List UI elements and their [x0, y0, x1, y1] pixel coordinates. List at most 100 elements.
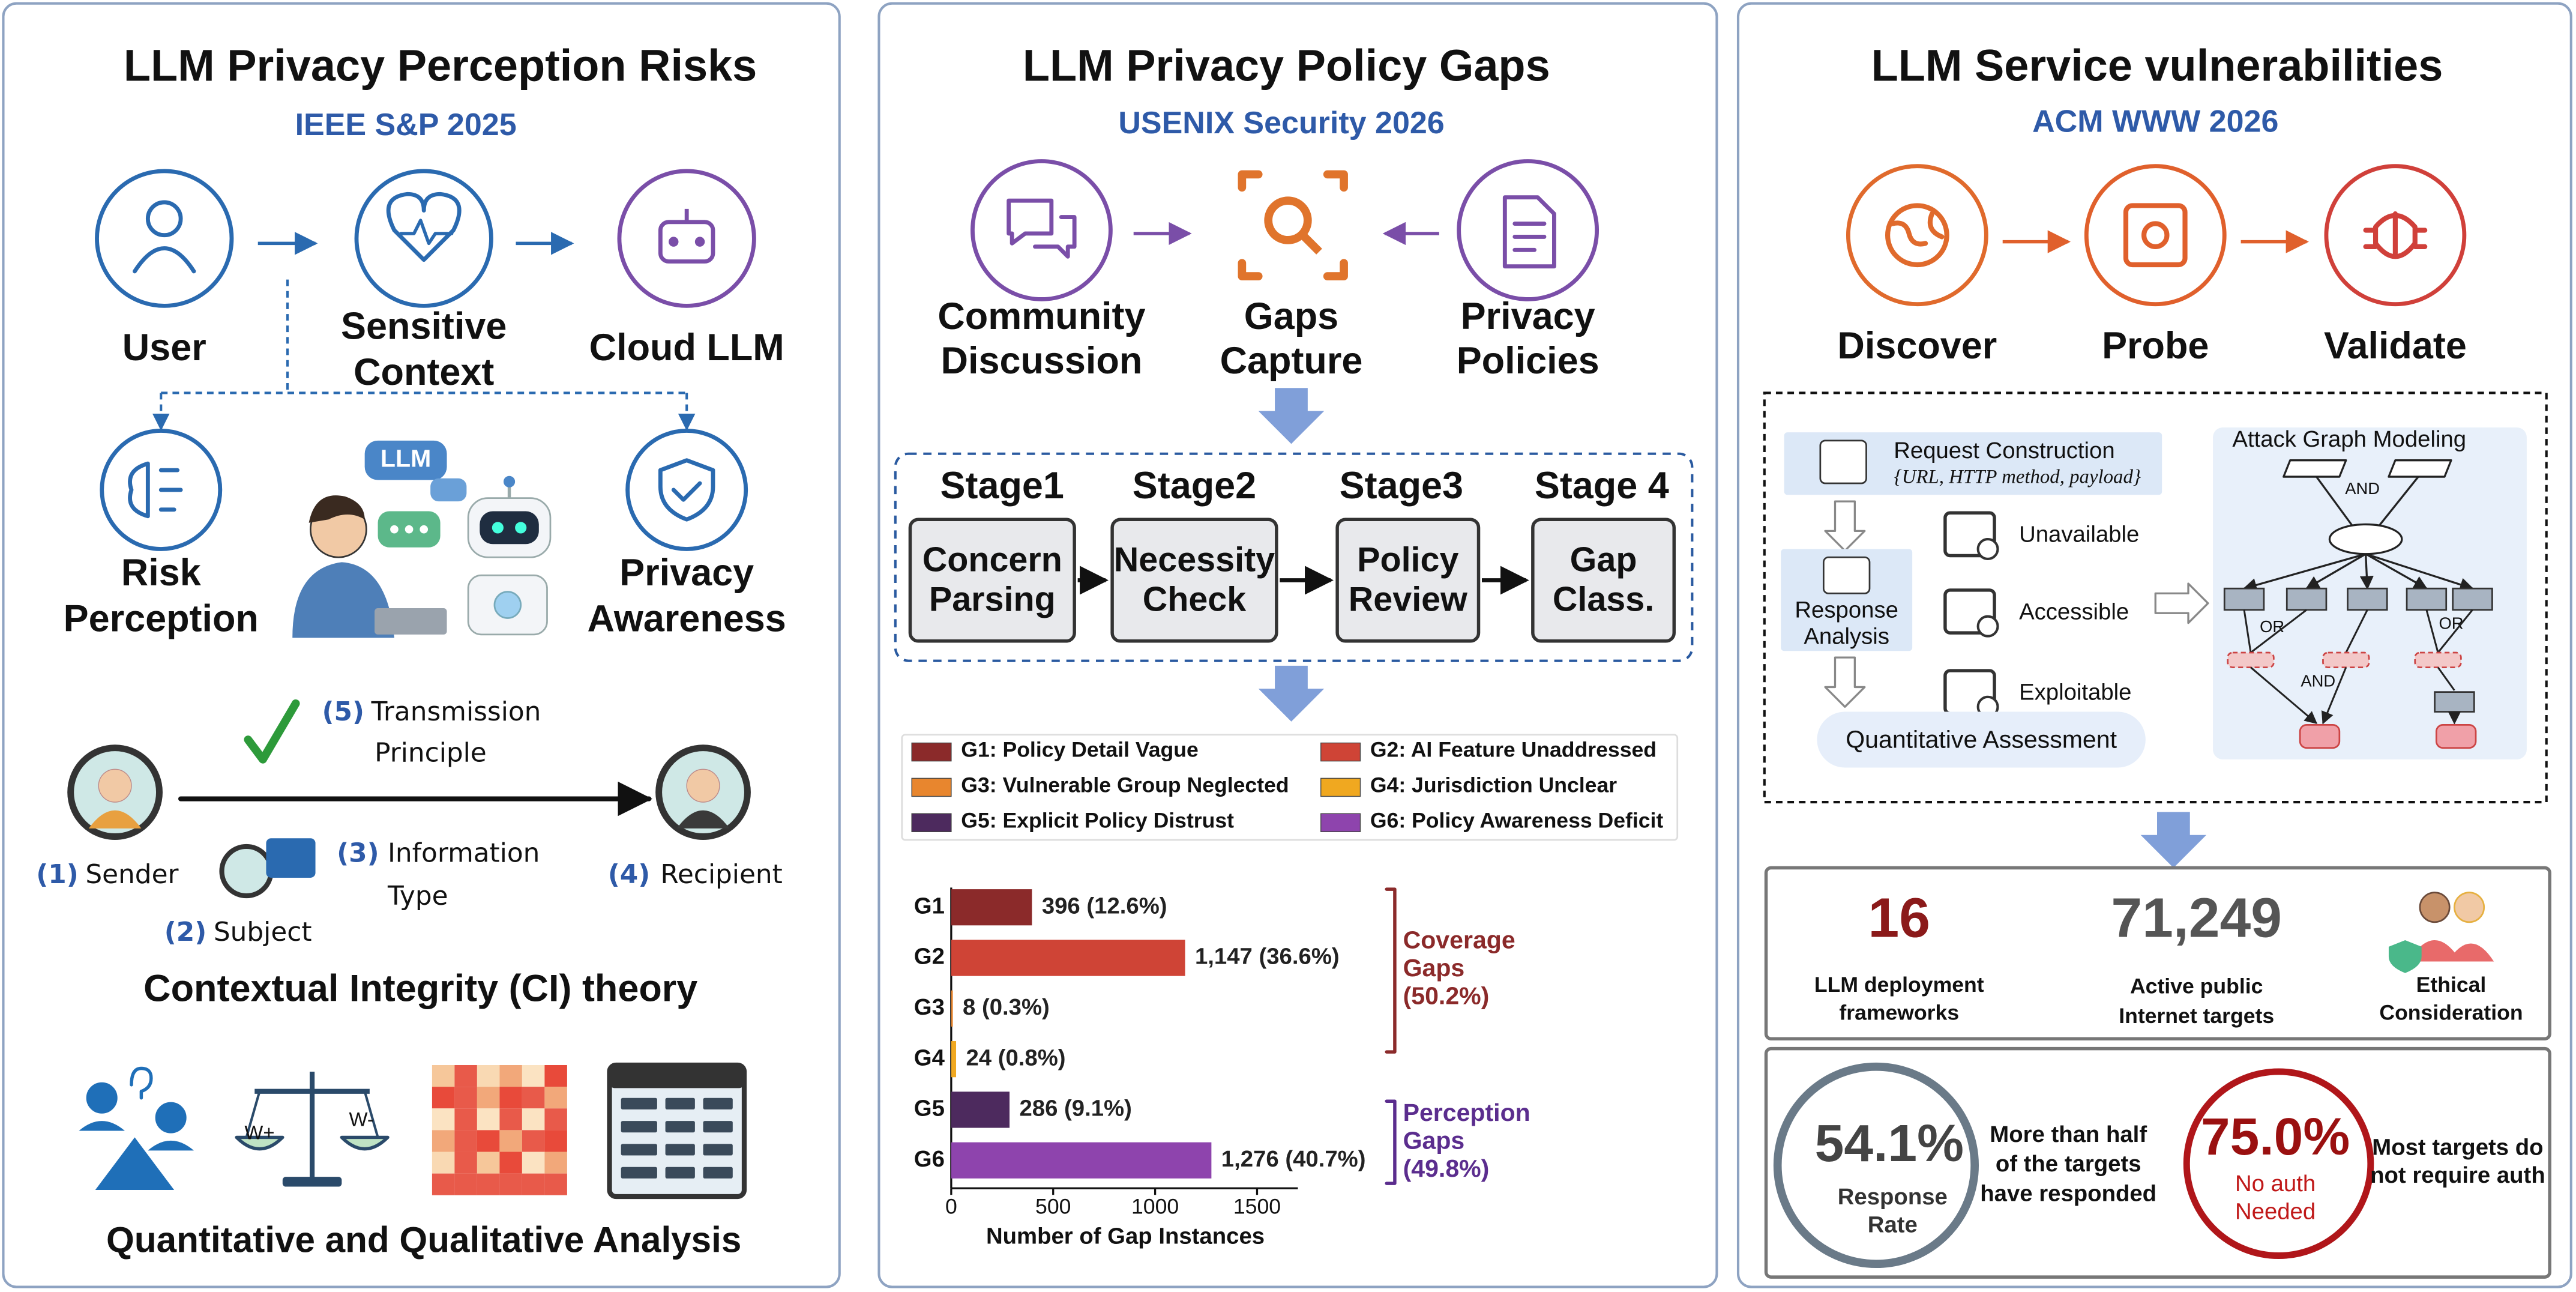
- value-label: 8 (0.3%): [963, 994, 1050, 1020]
- icon: [703, 1167, 733, 1179]
- icon: [245, 1091, 261, 1138]
- label: Check: [1143, 580, 1247, 618]
- icon-circle: [971, 159, 1113, 301]
- icon: [128, 461, 183, 519]
- heatmap-cell: [499, 1130, 522, 1152]
- bar: [951, 1091, 1010, 1128]
- heatmap-cell: [499, 1064, 522, 1087]
- heatmap-cell: [499, 1108, 522, 1130]
- heatmap-cell: [522, 1108, 545, 1130]
- label: Type: [387, 881, 448, 911]
- legend-swatch: [911, 813, 952, 832]
- label: Gaps: [1244, 295, 1338, 337]
- rate-ring: [1773, 1062, 1979, 1269]
- label: Policies: [1457, 340, 1599, 382]
- heatmap-cell: [522, 1087, 545, 1109]
- heatmap-cell: [454, 1108, 477, 1130]
- robot: [503, 475, 516, 488]
- graph-node: [2328, 523, 2403, 555]
- panel-title: LLM Privacy Perception Risks: [124, 41, 757, 91]
- method-frame: [1763, 391, 2548, 804]
- section-title: Quantitative and Qualitative Analysis: [106, 1219, 741, 1260]
- venue: ACM WWW 2026: [2032, 104, 2278, 139]
- label: Recipient: [660, 859, 782, 890]
- robot: [492, 522, 504, 534]
- hollow-arrow: [1824, 500, 1866, 552]
- bar: [951, 1142, 1212, 1179]
- label: Request Construction: [1894, 438, 2114, 463]
- label: Discussion: [941, 340, 1143, 382]
- icon: [703, 1121, 733, 1133]
- legend-swatch: [1320, 813, 1361, 832]
- label: Discover: [1837, 325, 1997, 367]
- value-label: 24 (0.8%): [966, 1045, 1065, 1070]
- icon: [621, 1167, 657, 1179]
- bar: [951, 1041, 957, 1078]
- group-bracket: [1385, 887, 1397, 1054]
- icon: [1822, 556, 1871, 594]
- heatmap-cell: [544, 1130, 567, 1152]
- label: Necessity: [1114, 541, 1275, 579]
- icon: [1238, 170, 1348, 280]
- x-tick-label: 0: [945, 1195, 957, 1219]
- x-tick-label: 500: [1035, 1195, 1071, 1219]
- label: Response: [1795, 597, 1898, 623]
- icon: [155, 1102, 187, 1134]
- category-label: G6: [914, 1146, 945, 1172]
- label: LLM deployment: [1814, 973, 1984, 997]
- icon: [86, 1082, 118, 1114]
- heatmap-cell: [477, 1152, 500, 1174]
- label: Privacy: [619, 552, 754, 594]
- icon: [1299, 232, 1322, 255]
- label: Accessible: [2019, 599, 2129, 624]
- heatmap-cell: [477, 1087, 500, 1109]
- label: Needed: [2235, 1198, 2316, 1224]
- icon: [399, 219, 454, 246]
- heatmap-cell: [522, 1173, 545, 1195]
- graph-node: [2286, 587, 2328, 611]
- bar: [951, 990, 953, 1027]
- connector: [2321, 667, 2347, 725]
- heatmap-cell: [477, 1108, 500, 1130]
- label: Risk: [121, 552, 202, 594]
- graph-node: [2283, 459, 2452, 478]
- stage-name: Stage2: [1133, 465, 1256, 507]
- stat-value: 71,249: [2111, 886, 2282, 949]
- laptop: [375, 608, 447, 635]
- graph-node: [2227, 651, 2275, 668]
- stage-box: [1531, 518, 1676, 643]
- avatar: [686, 768, 720, 803]
- graph-node: [2434, 691, 2475, 713]
- connector: [2359, 554, 2374, 590]
- stage-box: [1110, 518, 1278, 643]
- label: Capture: [1220, 340, 1363, 382]
- label: Quantitative Assessment: [1846, 726, 2117, 753]
- connector: [2242, 553, 2367, 592]
- heatmap-cell: [432, 1152, 455, 1174]
- legend-label: G5: Explicit Policy Distrust: [961, 808, 1234, 832]
- label: Active public: [2130, 974, 2263, 998]
- label: Internet targets: [2119, 1004, 2274, 1028]
- panel-title: LLM Service vulnerabilities: [1871, 41, 2443, 91]
- label: Rate: [1868, 1212, 1918, 1237]
- stage-box: [1335, 518, 1481, 643]
- graph-node: [2299, 724, 2341, 749]
- robot: [515, 522, 527, 534]
- icon: [1890, 211, 1945, 247]
- label: Exploitable: [2019, 680, 2131, 705]
- icon: [658, 458, 715, 522]
- label: of the targets: [1996, 1151, 2141, 1177]
- label: OR: [2439, 614, 2463, 633]
- heatmap-cell: [477, 1064, 500, 1087]
- label: AND: [2301, 671, 2335, 690]
- stage-frame: [894, 452, 1694, 662]
- legend-frame: [901, 734, 1679, 841]
- label: Unavailable: [2019, 522, 2139, 548]
- label: Gap: [1570, 541, 1637, 579]
- category-label: G2: [914, 944, 945, 970]
- category-label: G1: [914, 893, 945, 919]
- section-title: Contextual Integrity (CI) theory: [143, 967, 697, 1009]
- connector: [2365, 553, 2428, 590]
- legend-label: G1: Policy Detail Vague: [961, 738, 1198, 762]
- heatmap-cell: [544, 1064, 567, 1087]
